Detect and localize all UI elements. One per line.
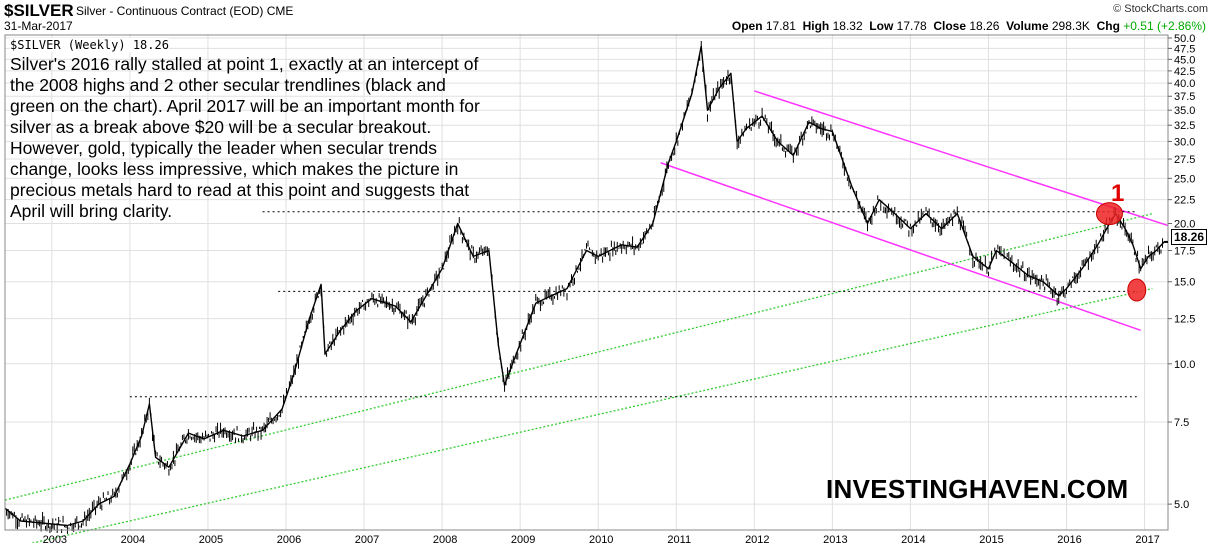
x-tick-label: 2013 bbox=[823, 534, 847, 543]
trendline-magenta bbox=[754, 90, 1169, 227]
description-text: Silver - Continuous Contract (EOD) bbox=[76, 4, 264, 18]
volume-label: Volume bbox=[1006, 19, 1049, 33]
price-chart: 5.0 7.5 10.0 12.5 15.0 17.5 20.0 22.5 25.0 27.5 30… bbox=[4, 34, 1195, 543]
x-tick-label: 2003 bbox=[43, 534, 67, 543]
x-tick-label: 2015 bbox=[979, 534, 1003, 543]
y-tick-label: 27.5 bbox=[1174, 154, 1195, 166]
point-1-label: 1 bbox=[1111, 180, 1125, 207]
y-tick-label: 10.0 bbox=[1174, 359, 1195, 371]
x-tick-label: 2011 bbox=[667, 534, 691, 543]
series-layer bbox=[4, 40, 1165, 534]
trendline-green-dotted bbox=[29, 287, 1153, 543]
y-tick-label: 15.0 bbox=[1174, 277, 1195, 289]
y-tick-label: 32.5 bbox=[1174, 120, 1195, 132]
x-tick-label: 2006 bbox=[277, 534, 301, 543]
y-tick-label: 7.5 bbox=[1174, 417, 1189, 429]
y-tick-label: 50.0 bbox=[1174, 34, 1195, 45]
volume-value: 298.3K bbox=[1051, 19, 1090, 33]
y-tick-label: 40.0 bbox=[1174, 78, 1195, 90]
trendline-magenta bbox=[660, 162, 1141, 332]
point-1-marker bbox=[1095, 202, 1123, 226]
close-label: Close bbox=[933, 19, 967, 33]
axis-layer: 5.0 7.5 10.0 12.5 15.0 17.5 20.0 22.5 25.0 27.5 30… bbox=[4, 34, 1195, 543]
exchange-text: CME bbox=[266, 4, 294, 18]
y-tick-label: 42.5 bbox=[1174, 66, 1195, 78]
y-tick-label: 12.5 bbox=[1174, 314, 1195, 326]
y-tick-label: 35.0 bbox=[1174, 105, 1195, 117]
trendline-green-dotted bbox=[4, 212, 1153, 501]
y-tick-label: 47.5 bbox=[1174, 43, 1195, 55]
grid-layer bbox=[5, 34, 1168, 530]
x-tick-label: 2012 bbox=[745, 534, 769, 543]
y-tick-label: 25.0 bbox=[1174, 173, 1195, 185]
symbol-title: $SILVER bbox=[4, 1, 74, 20]
y-tick-label: 37.5 bbox=[1174, 91, 1195, 103]
chg-label: Chg bbox=[1096, 19, 1120, 33]
open-value: 17.81 bbox=[765, 19, 796, 33]
trendline-layer bbox=[4, 90, 1169, 543]
chg-value: +0.51 (+2.86%) bbox=[1123, 19, 1206, 33]
contract-description: Silver - Continuous Contract (EOD) CME bbox=[76, 4, 293, 18]
brand-credit: © StockCharts.com bbox=[1113, 3, 1208, 15]
support-marker bbox=[1127, 278, 1147, 302]
y-tick-label: 45.0 bbox=[1174, 54, 1195, 66]
x-tick-label: 2008 bbox=[433, 534, 457, 543]
x-tick-label: 2014 bbox=[901, 534, 925, 543]
chart-date: 31-Mar-2017 bbox=[4, 19, 73, 33]
panel-title: $SILVER (Weekly) 18.26 bbox=[10, 38, 169, 52]
y-tick-label: 30.0 bbox=[1174, 136, 1195, 148]
x-tick-label: 2004 bbox=[121, 534, 145, 543]
watermark: INVESTINGHAVEN.COM bbox=[826, 474, 1129, 504]
annotation-text: Silver's 2016 rally stalled at point 1, … bbox=[10, 54, 480, 221]
marker-layer bbox=[1095, 202, 1147, 302]
low-value: 17.78 bbox=[896, 19, 927, 33]
last-price-tag: 18.26 bbox=[1171, 229, 1208, 245]
x-tick-label: 2017 bbox=[1135, 534, 1159, 543]
y-tick-label: 22.5 bbox=[1174, 195, 1195, 207]
y-tick-label: 5.0 bbox=[1174, 499, 1189, 511]
x-tick-label: 2005 bbox=[199, 534, 223, 543]
x-tick-label: 2016 bbox=[1057, 534, 1081, 543]
x-tick-label: 2007 bbox=[355, 534, 379, 543]
x-tick-label: 2010 bbox=[589, 534, 613, 543]
high-label: High bbox=[802, 19, 830, 33]
ohlc-readout: Open 17.81 High 18.32 Low 17.78 Close 18… bbox=[732, 19, 1206, 33]
y-tick-label: 20.0 bbox=[1174, 218, 1195, 230]
close-value: 18.26 bbox=[969, 19, 1000, 33]
open-label: Open bbox=[731, 19, 763, 33]
y-tick-label: 17.5 bbox=[1174, 246, 1195, 258]
high-value: 18.32 bbox=[832, 19, 863, 33]
low-label: Low bbox=[869, 19, 894, 33]
x-tick-label: 2009 bbox=[511, 534, 535, 543]
plot-frame bbox=[4, 34, 1169, 531]
